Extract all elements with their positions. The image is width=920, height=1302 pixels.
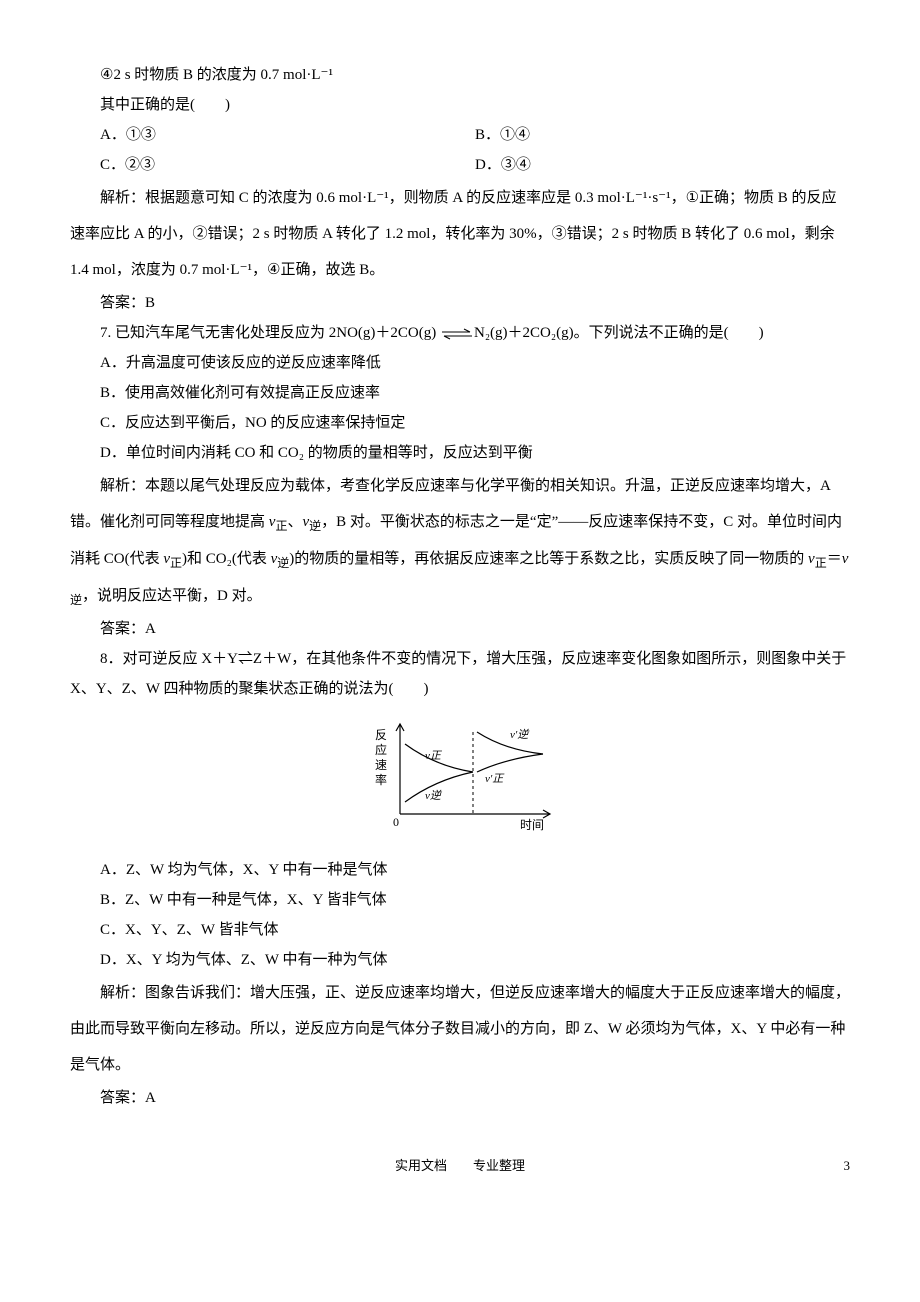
graph-vzheng2-label: v′正 bbox=[485, 773, 505, 785]
q6-explanation: 解析：根据题意可知 C 的浓度为 0.6 mol·L⁻¹，则物质 A 的反应速率… bbox=[70, 180, 850, 288]
q7-option-c: C．反应达到平衡后，NO 的反应速率保持恒定 bbox=[70, 408, 850, 438]
graph-vni-label: v逆 bbox=[425, 789, 443, 802]
q8-option-c: C．X、Y、Z、W 皆非气体 bbox=[70, 915, 850, 945]
q6-options: A．①③ B．①④ C．②③ D．③④ bbox=[100, 120, 850, 180]
rate-graph-svg: 反 应 速 率 时间 0 v正 v逆 v′逆 v′正 bbox=[355, 714, 565, 834]
option-b: B．①④ bbox=[475, 120, 850, 150]
graph-origin: 0 bbox=[393, 815, 399, 829]
q7-answer: 答案：A bbox=[70, 614, 850, 644]
q8-option-b: B．Z、W 中有一种是气体，X、Y 皆非气体 bbox=[70, 885, 850, 915]
graph-ylabel-char: 率 bbox=[375, 772, 387, 787]
q7-exp-p5: ，说明反应达平衡，D 对。 bbox=[82, 588, 262, 604]
v-sub-ni: 逆 bbox=[70, 593, 82, 607]
graph-ylabel-char: 速 bbox=[375, 758, 387, 772]
v-sub-zheng: 正 bbox=[815, 556, 827, 570]
v-symbol: v bbox=[842, 551, 849, 567]
q8-answer: 答案：A bbox=[70, 1083, 850, 1113]
q6-answer: 答案：B bbox=[70, 288, 850, 318]
footer-text: 实用文档 专业整理 bbox=[395, 1158, 525, 1173]
graph-ylabel-char: 反 bbox=[375, 728, 387, 742]
page-footer: 实用文档 专业整理 3 bbox=[70, 1153, 850, 1179]
q7-option-b: B．使用高效催化剂可有效提高正反应速率 bbox=[70, 378, 850, 408]
v-sub-zheng: 正 bbox=[170, 556, 182, 570]
q8-option-a: A．Z、W 均为气体，X、Y 中有一种是气体 bbox=[70, 855, 850, 885]
q7-option-a: A．升高温度可使该反应的逆反应速率降低 bbox=[70, 348, 850, 378]
option-c: C．②③ bbox=[100, 150, 475, 180]
rate-graph: 反 应 速 率 时间 0 v正 v逆 v′逆 v′正 bbox=[70, 714, 850, 845]
graph-xlabel: 时间 bbox=[520, 818, 544, 832]
question-tail: 其中正确的是( ) bbox=[70, 90, 850, 120]
page-number: 3 bbox=[844, 1153, 851, 1179]
v-symbol: v bbox=[163, 551, 170, 567]
q7-option-d: D．单位时间内消耗 CO 和 CO₂ 的物质的量相等时，反应达到平衡 bbox=[70, 438, 850, 468]
v-sub-zheng: 正 bbox=[275, 519, 287, 533]
equilibrium-arrow-icon bbox=[440, 328, 474, 340]
q8-option-d: D．X、Y 均为气体、Z、W 中有一种为气体 bbox=[70, 945, 850, 975]
option-d: D．③④ bbox=[475, 150, 850, 180]
graph-vzheng-label: v正 bbox=[425, 750, 443, 762]
q8-stem: 8．对可逆反应 X＋Y⇌Z＋W，在其他条件不变的情况下，增大压强，反应速率变化图… bbox=[70, 644, 850, 704]
q7-stem-b: N₂(g)＋2CO₂(g)。下列说法不正确的是( ) bbox=[474, 325, 764, 341]
v-sub-ni: 逆 bbox=[309, 519, 321, 533]
q7-explanation: 解析：本题以尾气处理反应为载体，考查化学反应速率与化学平衡的相关知识。升温，正逆… bbox=[70, 468, 850, 614]
graph-vni2-label: v′逆 bbox=[510, 728, 530, 741]
option-a: A．①③ bbox=[100, 120, 475, 150]
q7-stem-a: 7. 已知汽车尾气无害化处理反应为 2NO(g)＋2CO(g) bbox=[100, 325, 440, 341]
graph-ylabel-char: 应 bbox=[375, 742, 387, 757]
q7-stem: 7. 已知汽车尾气无害化处理反应为 2NO(g)＋2CO(g) N₂(g)＋2C… bbox=[70, 318, 850, 348]
v-sub-ni: 逆 bbox=[277, 556, 289, 570]
v-symbol: v bbox=[808, 551, 815, 567]
q8-explanation: 解析：图象告诉我们：增大压强，正、逆反应速率均增大，但逆反应速率增大的幅度大于正… bbox=[70, 975, 850, 1083]
q7-exp-p3: )和 CO₂(代表 bbox=[182, 551, 271, 567]
list-item-4: ④2 s 时物质 B 的浓度为 0.7 mol·L⁻¹ bbox=[70, 60, 850, 90]
q7-exp-p4: )的物质的量相等，再依据反应速率之比等于系数之比，实质反映了同一物质的 bbox=[289, 551, 808, 567]
